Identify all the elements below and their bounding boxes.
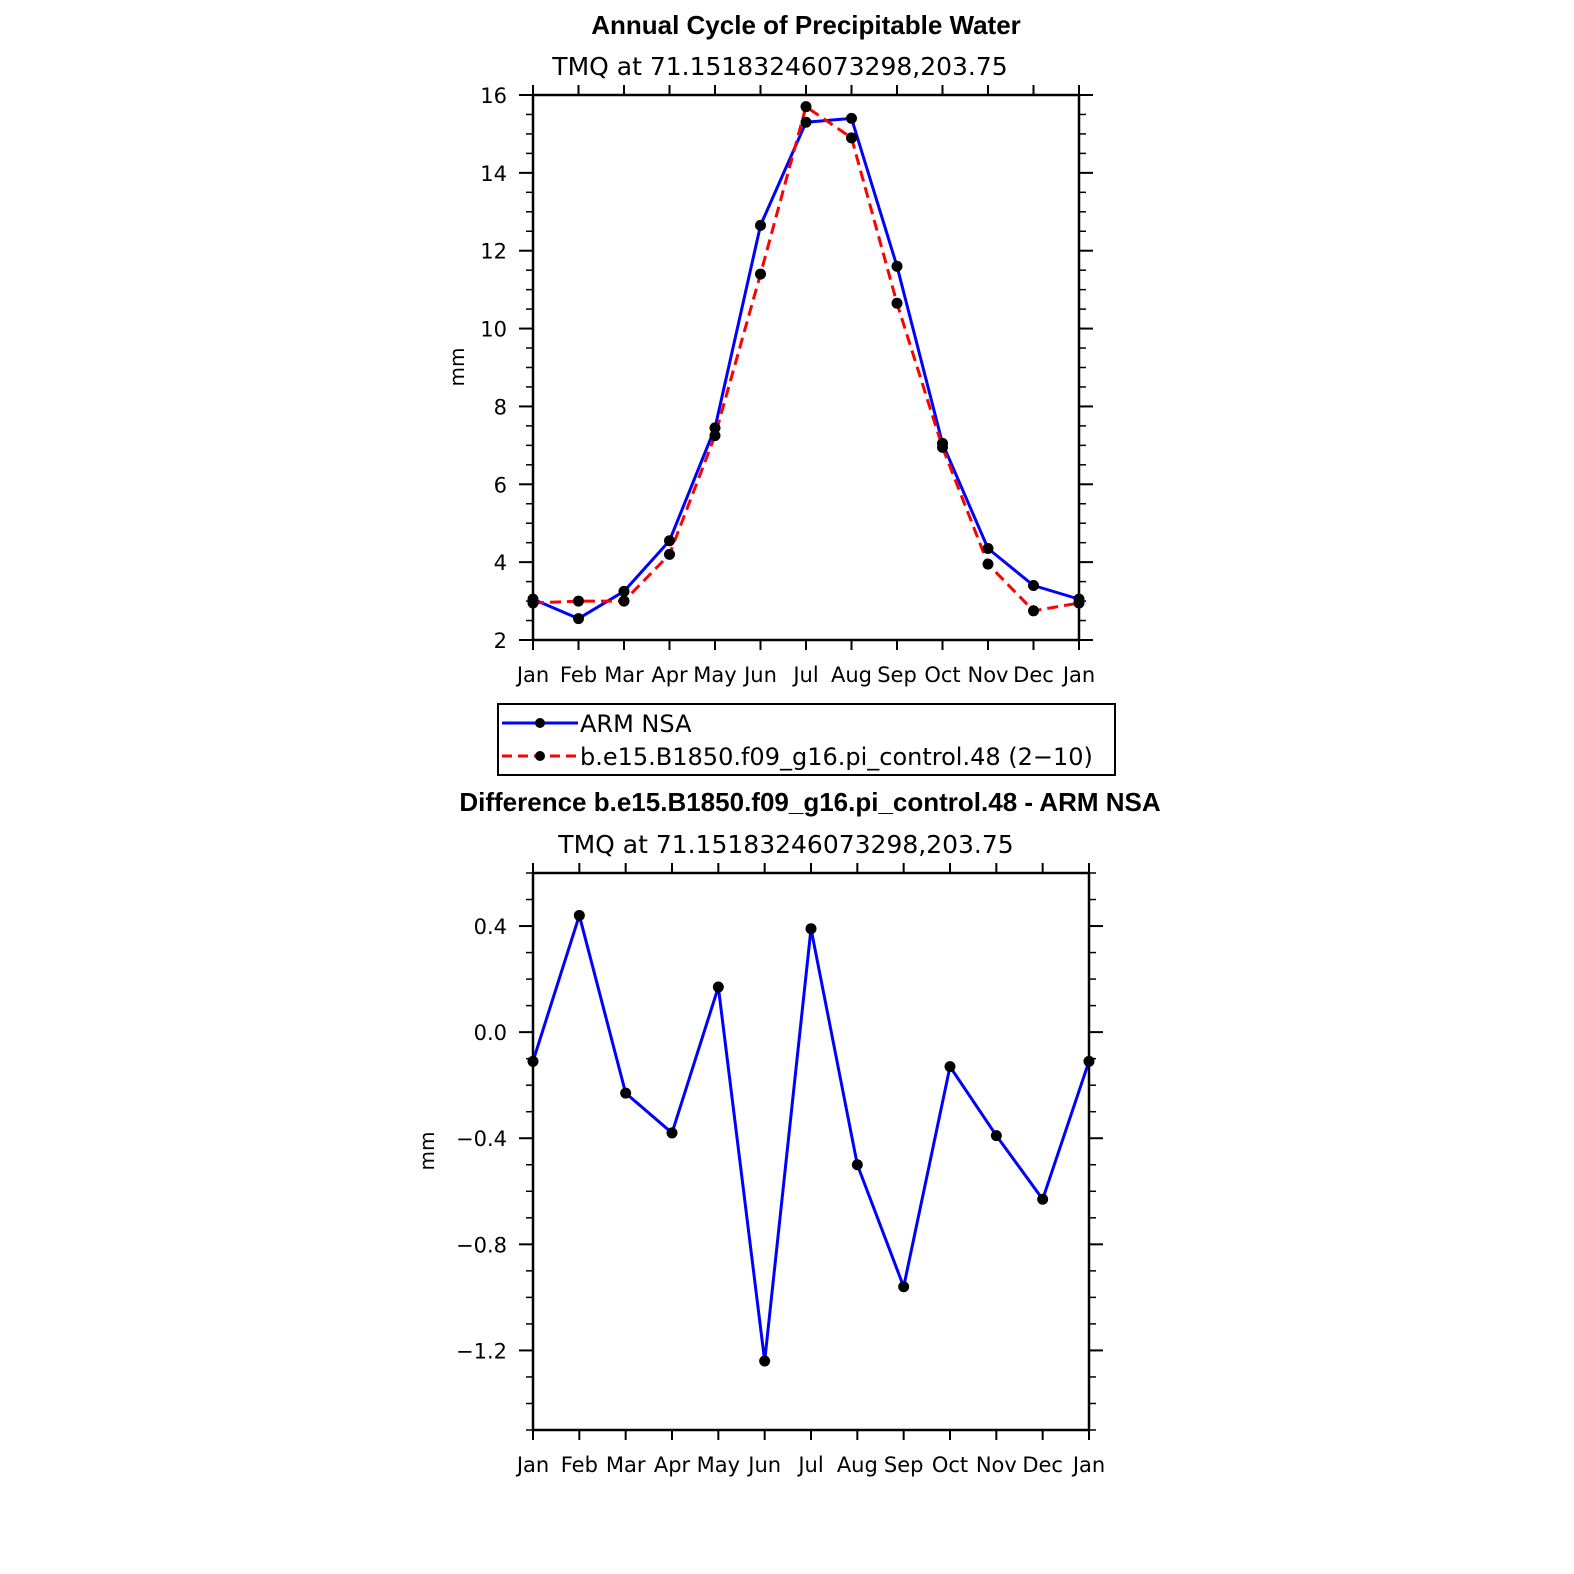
bottom-xtick-label: Dec bbox=[1022, 1453, 1063, 1477]
bottom-series-0-point bbox=[1083, 1055, 1095, 1067]
legend-label-arm-nsa: ARM NSA bbox=[580, 710, 692, 738]
legend-label-model: b.e15.B1850.f09_g16.pi_control.48 (2−10) bbox=[580, 743, 1093, 771]
top-ytick-label: 8 bbox=[494, 395, 507, 419]
bottom-series-0-point bbox=[944, 1061, 956, 1073]
bottom-series-0-point bbox=[898, 1281, 910, 1293]
top-ytick-label: 2 bbox=[494, 629, 507, 653]
top-xtick-label: Nov bbox=[968, 663, 1009, 687]
legend-marker-arm-nsa bbox=[535, 718, 545, 728]
bottom-xtick-label: Jun bbox=[746, 1453, 781, 1477]
top-frame bbox=[531, 93, 1081, 642]
top-xtick-label: Aug bbox=[831, 663, 872, 687]
bottom-frame bbox=[531, 871, 1091, 1432]
top-xtick-label: Feb bbox=[560, 663, 597, 687]
chart-top-legend: ARM NSA b.e15.B1850.f09_g16.pi_control.4… bbox=[497, 703, 1116, 776]
top-xtick-label: May bbox=[693, 663, 736, 687]
bottom-series-0-point bbox=[990, 1130, 1002, 1142]
top-xtick-label: Jun bbox=[742, 663, 777, 687]
bottom-series-0-point bbox=[527, 1055, 539, 1067]
chart-bottom-plot-area: Jan Feb Mar Apr May Jun Jul Aug Sep Oct Nov Dec Jan 0… bbox=[456, 863, 1105, 1477]
top-ytick-label: 12 bbox=[480, 240, 507, 264]
legend-box bbox=[497, 703, 1116, 776]
top-series-0-line bbox=[532, 116, 1080, 621]
top-xtick-label: Oct bbox=[924, 663, 960, 687]
top-xtick-label: Jan bbox=[1061, 663, 1095, 687]
top-series-0-point bbox=[891, 260, 903, 272]
top-ytick-label: 14 bbox=[480, 162, 507, 186]
bottom-ytick-label: −1.2 bbox=[456, 1339, 507, 1363]
top-series-1-point bbox=[937, 441, 948, 453]
bottom-ytick-label: 0.0 bbox=[474, 1021, 507, 1045]
top-series-0-point bbox=[846, 112, 857, 124]
top-xtick-label: Sep bbox=[877, 663, 917, 687]
legend-marker-model bbox=[535, 751, 545, 761]
top-series-0-point bbox=[573, 613, 584, 625]
top-series-1-point bbox=[618, 595, 630, 607]
bottom-xtick-label: Feb bbox=[561, 1453, 598, 1477]
bottom-series-0-line bbox=[531, 913, 1091, 1363]
top-series-1-point bbox=[755, 268, 766, 280]
top-series-0-point bbox=[709, 422, 721, 434]
top-series-0-point bbox=[618, 585, 630, 597]
bottom-xtick-label: Sep bbox=[884, 1453, 924, 1477]
bottom-xtick-label: Jul bbox=[796, 1453, 823, 1477]
bottom-xtick-label: Aug bbox=[837, 1453, 878, 1477]
top-ytick-label: 16 bbox=[480, 84, 507, 108]
chart-top-ylabel: mm bbox=[445, 348, 469, 387]
bottom-series-0-point bbox=[805, 923, 817, 935]
top-series-1-point bbox=[891, 297, 903, 309]
bottom-series-0-point bbox=[712, 981, 724, 993]
chart-top-plot-area: Jan Feb Mar Apr May Jun Jul Aug Sep Oct Nov Dec Jan 2… bbox=[480, 84, 1095, 687]
top-series-1-point bbox=[846, 132, 857, 144]
bottom-xtick-label: Apr bbox=[654, 1453, 691, 1477]
bottom-ytick-label: −0.4 bbox=[456, 1127, 507, 1151]
top-series-0-point bbox=[1028, 580, 1039, 591]
bottom-series-0-point bbox=[620, 1087, 632, 1099]
bottom-xtick-label: Nov bbox=[976, 1453, 1017, 1477]
top-xtick-label: Jan bbox=[515, 663, 549, 687]
top-xtick-label: Mar bbox=[604, 663, 644, 687]
top-series-1-point bbox=[527, 597, 539, 609]
bottom-series-0-point bbox=[666, 1127, 678, 1139]
bottom-series-0-point bbox=[1037, 1193, 1049, 1205]
top-series-0-point bbox=[982, 543, 994, 555]
top-xtick-label: Dec bbox=[1013, 663, 1054, 687]
top-series-0-point bbox=[664, 535, 675, 547]
top-series-1-point bbox=[800, 101, 812, 113]
top-ytick-label: 6 bbox=[494, 473, 507, 497]
top-xtick-label: Apr bbox=[651, 663, 688, 687]
top-series-1-point bbox=[1028, 605, 1039, 617]
chart-top: Annual Cycle of Precipitable Water TMQ a… bbox=[445, 10, 1116, 776]
bottom-xtick-label: Jan bbox=[515, 1453, 549, 1477]
chart-top-subtitle: TMQ at 71.15183246073298,203.75 bbox=[551, 52, 1007, 81]
bottom-xtick-label: Mar bbox=[606, 1453, 646, 1477]
bottom-xtick-label: Oct bbox=[932, 1453, 968, 1477]
bottom-xtick-label: Jan bbox=[1071, 1453, 1105, 1477]
top-series-1-point bbox=[1073, 597, 1085, 609]
top-series-1-line bbox=[532, 105, 1080, 613]
top-series-1-point bbox=[982, 558, 994, 570]
top-ytick-label: 10 bbox=[480, 318, 507, 342]
chart-bottom-title: Difference b.e15.B1850.f09_g16.pi_contro… bbox=[459, 787, 1161, 817]
bottom-xtick-label: May bbox=[697, 1453, 740, 1477]
chart-bottom-ylabel: mm bbox=[415, 1132, 439, 1171]
top-ytick-label: 4 bbox=[494, 551, 507, 575]
chart-bottom: Difference b.e15.B1850.f09_g16.pi_contro… bbox=[415, 787, 1161, 1477]
top-series-1-point bbox=[573, 595, 584, 607]
top-xtick-label: Jul bbox=[791, 663, 818, 687]
bottom-series-0-point bbox=[851, 1159, 863, 1171]
bottom-ytick-label: −0.8 bbox=[456, 1233, 507, 1257]
chart-bottom-subtitle: TMQ at 71.15183246073298,203.75 bbox=[557, 830, 1013, 859]
bottom-series-0-point bbox=[759, 1355, 771, 1367]
chart-top-title: Annual Cycle of Precipitable Water bbox=[591, 10, 1021, 40]
bottom-series-0-point bbox=[573, 909, 585, 921]
top-series-0-point bbox=[755, 219, 766, 231]
top-series-1-point bbox=[709, 430, 721, 442]
top-series-0-point bbox=[800, 116, 812, 128]
top-series-1-point bbox=[664, 548, 675, 560]
bottom-ytick-label: 0.4 bbox=[474, 915, 507, 939]
